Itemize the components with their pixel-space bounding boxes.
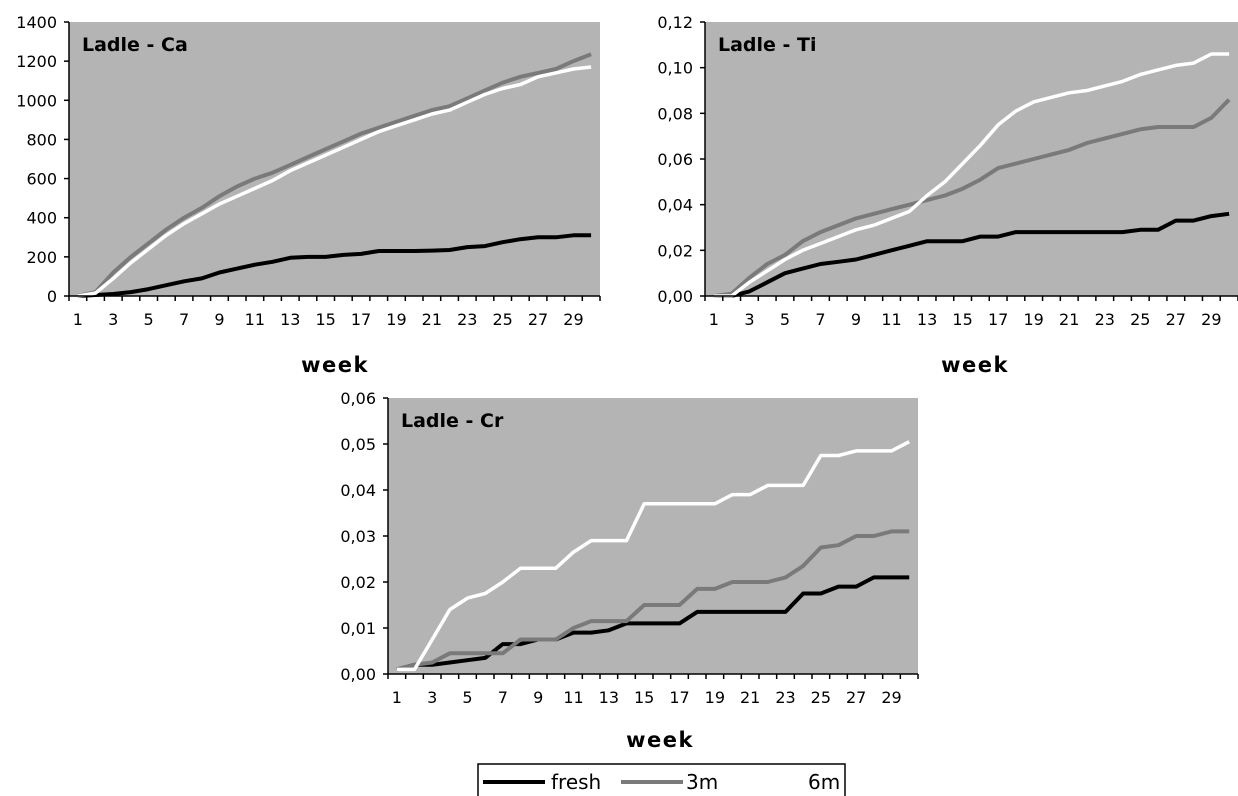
x-tick-label: 25 [811, 688, 831, 707]
x-tick-label: 7 [815, 310, 825, 329]
series-line-fresh [77, 233, 592, 298]
plot-area [388, 398, 918, 674]
x-tick-label: 21 [422, 310, 442, 329]
x-tick-label: 5 [462, 688, 472, 707]
y-tick-label: 0,06 [657, 150, 693, 169]
x-tick-label: 13 [280, 310, 300, 329]
x-tick-label: 23 [457, 310, 477, 329]
chart-title-ti: Ladle - Ti [718, 34, 817, 56]
x-tick-label: 9 [214, 310, 224, 329]
x-tick-label: 17 [988, 310, 1008, 329]
x-tick-label: 29 [563, 310, 583, 329]
x-axis-label: week [301, 353, 369, 377]
x-tick-label: 3 [744, 310, 754, 329]
series-line-3m [713, 98, 1231, 298]
x-tick-label: 9 [851, 310, 861, 329]
chart-panel-ti: 0,000,020,040,060,080,100,121 3 5 7 9 11 13 15 1… [657, 13, 1238, 377]
x-tick-label: 25 [492, 310, 512, 329]
series-line-6m [396, 440, 911, 672]
x-tick-label: 23 [1095, 310, 1115, 329]
y-tick-label: 0,00 [340, 665, 376, 684]
y-tick-label: 1400 [16, 13, 57, 32]
plot-area [69, 22, 600, 296]
x-tick-label: 19 [386, 310, 406, 329]
y-tick-label: 0,01 [340, 619, 376, 638]
y-tick-label: 0,08 [657, 104, 693, 123]
series-line-3m [396, 529, 910, 672]
x-tick-label: 13 [917, 310, 937, 329]
legend: fresh 3m 6m [477, 763, 846, 796]
y-tick-label: 0 [47, 287, 57, 306]
y-tick-label: 0,06 [340, 389, 376, 408]
y-tick-label: 0,04 [340, 481, 376, 500]
x-tick-label: 13 [599, 688, 619, 707]
legend-label-6m: 6m [808, 770, 840, 794]
x-tick-label: 5 [780, 310, 790, 329]
x-tick-label: 7 [498, 688, 508, 707]
chart-title-ca: Ladle - Ca [82, 34, 188, 56]
x-tick-label: 21 [740, 688, 760, 707]
chart-title-cr: Ladle - Cr [401, 410, 504, 432]
y-tick-label: 200 [26, 248, 57, 267]
x-tick-label: 11 [881, 310, 901, 329]
x-axis-label: week [626, 728, 694, 752]
x-tick-label: 11 [563, 688, 583, 707]
x-tick-label: 1 [392, 688, 402, 707]
y-tick-label: 0,03 [340, 527, 376, 546]
y-tick-label: 1000 [16, 91, 57, 110]
x-tick-label: 15 [634, 688, 654, 707]
x-tick-label: 25 [1130, 310, 1150, 329]
series-line-6m [77, 65, 592, 298]
legend-label-3m: 3m [686, 770, 718, 794]
x-tick-label: 11 [245, 310, 265, 329]
series-line-6m [713, 52, 1230, 298]
y-tick-label: 0,10 [657, 59, 693, 78]
legend-label-fresh: fresh [551, 770, 601, 794]
y-tick-label: 1200 [16, 52, 57, 71]
x-tick-label: 27 [846, 688, 866, 707]
x-tick-label: 1 [709, 310, 719, 329]
x-tick-label: 29 [881, 688, 901, 707]
x-tick-label: 17 [351, 310, 371, 329]
y-tick-label: 800 [26, 130, 57, 149]
x-tick-label: 23 [775, 688, 795, 707]
x-tick-label: 5 [144, 310, 154, 329]
y-tick-label: 0,12 [657, 13, 693, 32]
x-tick-label: 19 [705, 688, 725, 707]
y-tick-label: 0,00 [657, 287, 693, 306]
x-tick-label: 7 [179, 310, 189, 329]
x-axis-label: week [941, 353, 1009, 377]
x-tick-label: 15 [315, 310, 335, 329]
y-tick-label: 0,02 [657, 241, 693, 260]
y-tick-label: 400 [26, 209, 57, 228]
series-line-3m [77, 52, 592, 298]
y-tick-label: 0,04 [657, 196, 693, 215]
series-line-fresh [396, 575, 910, 672]
y-tick-label: 600 [26, 170, 57, 189]
x-tick-label: 1 [73, 310, 83, 329]
x-tick-label: 9 [533, 688, 543, 707]
series-line-fresh [713, 211, 1230, 298]
y-tick-label: 0,02 [340, 573, 376, 592]
y-tick-label: 0,05 [340, 435, 376, 454]
x-tick-label: 3 [427, 688, 437, 707]
x-tick-label: 27 [528, 310, 548, 329]
x-tick-label: 19 [1024, 310, 1044, 329]
chart-panel-cr: 0,000,010,020,030,040,050,061 3 5 7 9 11 13 15 1… [340, 389, 919, 752]
x-tick-label: 17 [669, 688, 689, 707]
x-tick-label: 15 [952, 310, 972, 329]
x-tick-label: 3 [108, 310, 118, 329]
x-tick-label: 27 [1166, 310, 1186, 329]
x-tick-label: 29 [1201, 310, 1221, 329]
x-tick-label: 21 [1059, 310, 1079, 329]
